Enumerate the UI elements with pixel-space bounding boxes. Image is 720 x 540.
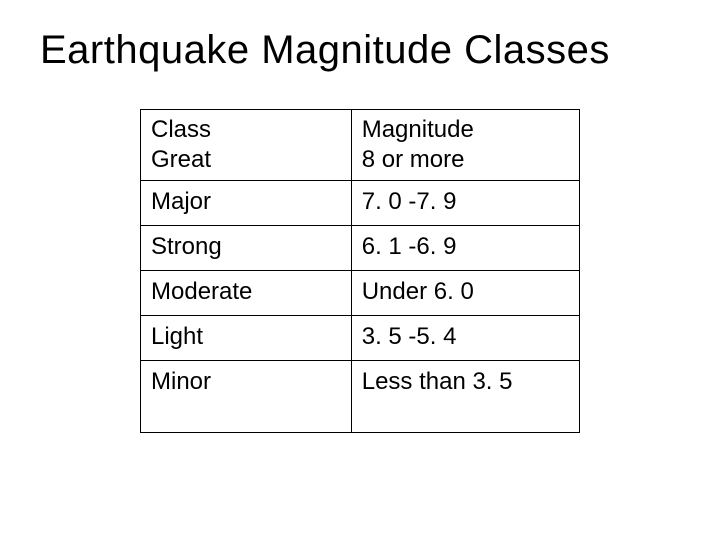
cell-class: Minor (141, 361, 352, 433)
cell-magnitude: 7. 0 -7. 9 (351, 181, 579, 226)
header-magnitude-label: Magnitude (362, 115, 569, 145)
cell-magnitude: Under 6. 0 (351, 271, 579, 316)
cell-magnitude: 8 or more (362, 145, 569, 175)
header-class-label: Class (151, 115, 341, 145)
cell-class: Great (151, 145, 341, 175)
cell-class: Major (141, 181, 352, 226)
cell-class: Strong (141, 226, 352, 271)
cell-class: Light (141, 316, 352, 361)
table-row: Light 3. 5 -5. 4 (141, 316, 580, 361)
table-row: Major 7. 0 -7. 9 (141, 181, 580, 226)
magnitude-table: Class Great Magnitude 8 or more Major 7.… (140, 109, 580, 433)
cell-class: Moderate (141, 271, 352, 316)
page-title: Earthquake Magnitude Classes (0, 28, 720, 73)
table-container: Class Great Magnitude 8 or more Major 7.… (0, 109, 720, 433)
table-row: Strong 6. 1 -6. 9 (141, 226, 580, 271)
cell-magnitude: 6. 1 -6. 9 (351, 226, 579, 271)
table-row: Class Great Magnitude 8 or more (141, 110, 580, 181)
cell-magnitude: Less than 3. 5 (351, 361, 579, 433)
table-header-cell: Magnitude 8 or more (351, 110, 579, 181)
cell-magnitude: 3. 5 -5. 4 (351, 316, 579, 361)
table-row: Moderate Under 6. 0 (141, 271, 580, 316)
table-row: Minor Less than 3. 5 (141, 361, 580, 433)
table-header-cell: Class Great (141, 110, 352, 181)
slide: Earthquake Magnitude Classes Class Great… (0, 0, 720, 540)
